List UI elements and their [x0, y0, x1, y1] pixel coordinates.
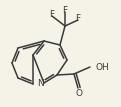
- Text: F: F: [62, 5, 68, 15]
- Text: OH: OH: [95, 62, 109, 71]
- Text: F: F: [75, 13, 81, 22]
- Text: F: F: [49, 10, 55, 19]
- Text: O: O: [76, 88, 83, 97]
- Text: N: N: [38, 80, 44, 88]
